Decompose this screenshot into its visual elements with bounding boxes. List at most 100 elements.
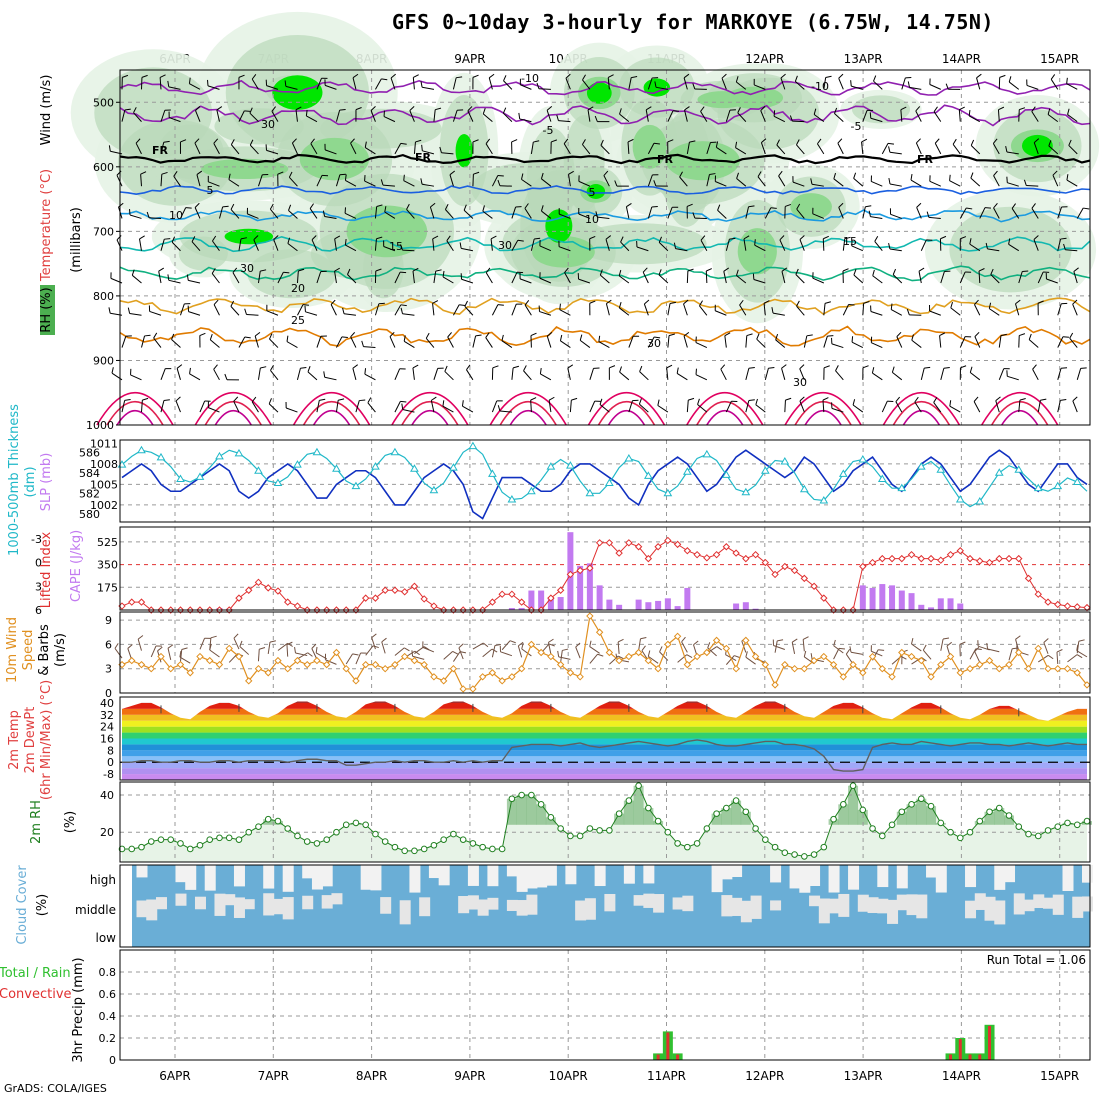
upper-wind-barb — [167, 274, 170, 281]
upper-wind-barb — [892, 371, 903, 381]
date-label-bottom: 10APR — [549, 1069, 588, 1083]
upper-wind-barb — [717, 209, 727, 219]
cloud-clear-high — [263, 865, 275, 889]
thickness-point — [234, 448, 244, 457]
contour-hot-arch — [194, 391, 272, 426]
rh-point — [781, 849, 789, 856]
surface-wind-barb — [501, 640, 511, 651]
upper-wind-barb — [695, 342, 708, 348]
upper-wind-barb — [600, 145, 610, 155]
wind-speed-point — [781, 660, 789, 669]
upper-wind-barb — [442, 276, 454, 284]
upper-wind-barb — [862, 365, 869, 369]
contour-label: 10 — [585, 213, 599, 226]
thickness-point — [488, 469, 497, 477]
cape-bar — [879, 584, 886, 610]
upper-wind-barb — [218, 206, 224, 219]
upper-wind-barb — [350, 336, 357, 348]
rh-point — [1083, 817, 1091, 825]
upper-wind-barb — [895, 396, 901, 402]
upper-wind-barb — [168, 279, 181, 284]
pressure-tick: 1000 — [86, 419, 114, 432]
cloud-clear-mid — [331, 893, 343, 905]
temp-tick: 32 — [100, 709, 114, 722]
wind-speed-point — [537, 648, 545, 657]
thickness-point — [312, 447, 322, 456]
surface-wind-barb — [315, 646, 318, 654]
upper-wind-barb — [133, 112, 142, 122]
upper-wind-barb — [1068, 139, 1072, 146]
upper-wind-barb — [950, 307, 961, 316]
upper-wind-barb — [736, 178, 747, 187]
li-point — [946, 550, 955, 559]
cloud-clear-high — [1004, 865, 1016, 883]
upper-wind-barb — [400, 142, 407, 145]
upper-wind-barb — [579, 334, 583, 341]
li-point — [1024, 574, 1033, 583]
rh-high-fill — [906, 804, 917, 825]
upper-wind-barb — [350, 138, 355, 144]
surface-wind-barb — [458, 643, 464, 649]
upper-wind-barb — [709, 173, 716, 175]
upper-wind-barb — [949, 405, 961, 413]
upper-wind-barb — [667, 335, 670, 348]
upper-wind-barb — [403, 340, 415, 348]
upper-wind-barb — [413, 141, 416, 154]
wind-speed-point — [332, 648, 341, 657]
upper-wind-barb — [578, 278, 591, 284]
contour-hot-arch — [882, 391, 961, 426]
upper-wind-barb — [565, 73, 571, 79]
upper-wind-barb — [603, 175, 610, 187]
upper-wind-barb — [345, 244, 357, 252]
rh-point — [255, 823, 262, 830]
upper-wind-barb — [432, 238, 435, 251]
upper-wind-barb — [116, 175, 123, 187]
wind-speed-point — [439, 677, 448, 685]
rh-point — [917, 795, 925, 803]
upper-wind-barb — [1073, 271, 1078, 284]
upper-wind-barb — [452, 304, 460, 316]
wind-speed-point — [966, 664, 974, 673]
upper-wind-barb — [949, 180, 961, 187]
surface-wind-barb — [922, 649, 932, 660]
upper-wind-barb — [692, 83, 696, 90]
upper-wind-barb — [249, 144, 259, 155]
wind-speed-point — [293, 656, 302, 665]
temp-band — [122, 708, 1087, 715]
upper-wind-barb — [240, 237, 247, 240]
contour-freezing — [119, 153, 1091, 165]
cloud-clear-high — [623, 865, 635, 884]
upper-wind-barb — [497, 304, 504, 306]
upper-wind-barb — [530, 400, 532, 413]
upper-wind-barb — [881, 143, 889, 155]
cloud-clear-high — [185, 865, 197, 890]
upper-wind-barb — [149, 310, 162, 316]
surface-wind-barb — [707, 642, 711, 649]
thickness-point — [702, 449, 712, 458]
upper-wind-barb — [697, 404, 708, 413]
upper-wind-barb — [870, 311, 883, 316]
thickness-point — [546, 462, 556, 470]
upper-wind-barb — [1069, 332, 1074, 339]
upper-wind-barb — [194, 142, 201, 155]
rh-high-fill — [516, 795, 527, 825]
upper-wind-barb — [140, 174, 142, 187]
upper-wind-barb — [1033, 239, 1039, 251]
upper-wind-barb — [176, 368, 181, 380]
upper-wind-barb — [1007, 182, 1019, 187]
surface-wind-barb — [150, 645, 157, 658]
upper-wind-barb — [108, 145, 111, 152]
upper-wind-barb — [853, 269, 857, 276]
surface-wind-barb — [325, 659, 337, 665]
upper-wind-barb — [918, 271, 922, 284]
upper-wind-barb — [546, 331, 553, 337]
upper-wind-barb — [447, 336, 454, 348]
upper-wind-barb — [721, 73, 727, 79]
upper-wind-barb — [412, 271, 415, 284]
upper-wind-barb — [735, 141, 738, 148]
upper-wind-barb — [512, 365, 520, 369]
surface-wind-barb — [659, 646, 663, 653]
contour-label: -5 — [543, 124, 554, 137]
contour-label: 25 — [291, 314, 305, 327]
upper-wind-barb — [781, 368, 786, 380]
